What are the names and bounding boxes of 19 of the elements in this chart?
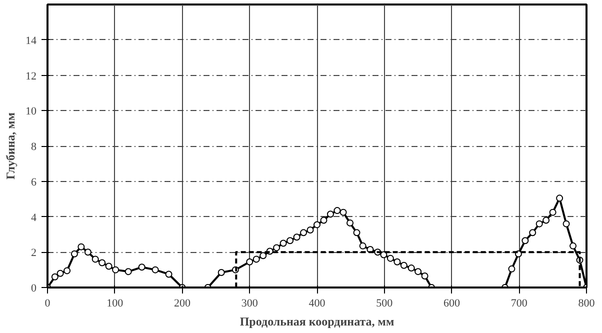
- x-tick-label: 300: [241, 298, 258, 310]
- y-tick-label: 0: [31, 282, 37, 294]
- y-axis-title: Глубина, мм: [4, 112, 18, 180]
- y-tick-label: 2: [31, 247, 36, 260]
- y-tick-label: 10: [26, 106, 37, 118]
- x-tick-label: 700: [510, 298, 528, 310]
- y-tick-label: 8: [31, 141, 37, 153]
- y-tick-label: 14: [26, 34, 37, 47]
- x-tick-label: 100: [106, 298, 124, 310]
- x-tick-label: 600: [444, 298, 460, 310]
- x-tick-label: 800: [578, 298, 596, 310]
- x-tick-label: 400: [308, 298, 326, 310]
- x-tick-label: 500: [376, 298, 394, 310]
- y-tick-label: 12: [26, 70, 36, 82]
- y-tick-label: 4: [31, 212, 37, 224]
- x-tick-label: 0: [44, 298, 51, 310]
- x-tick-label: 200: [174, 298, 191, 310]
- y-tick-label: 6: [31, 176, 37, 188]
- x-axis-title: Продольная координата, мм: [240, 314, 394, 328]
